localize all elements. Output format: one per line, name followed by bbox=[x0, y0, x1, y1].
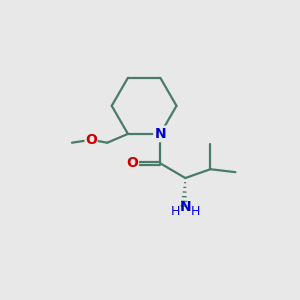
Text: O: O bbox=[85, 133, 97, 147]
Text: H: H bbox=[171, 205, 180, 218]
Text: N: N bbox=[154, 127, 166, 141]
Text: H: H bbox=[190, 205, 200, 218]
Text: N: N bbox=[179, 200, 191, 214]
Text: O: O bbox=[126, 156, 138, 170]
